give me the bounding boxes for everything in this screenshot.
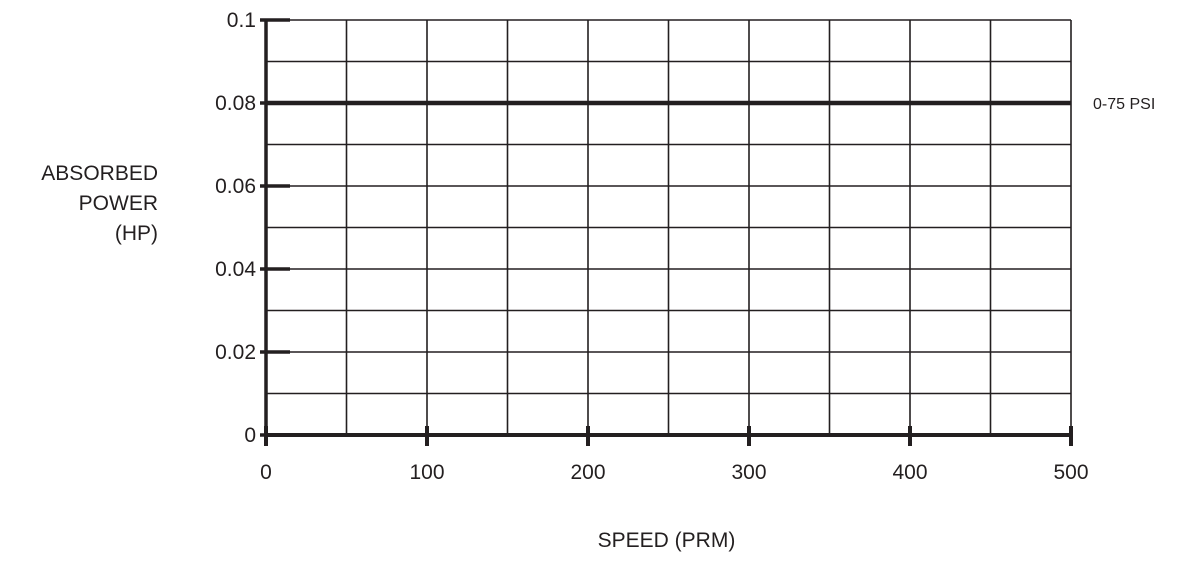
x-tick-label: 0 <box>260 461 272 484</box>
x-tick-label: 200 <box>570 461 605 484</box>
y-axis-title-line: (HP) <box>115 222 158 245</box>
grid <box>266 19 1072 435</box>
y-tick-label: 0.02 <box>215 341 256 364</box>
x-tick-label: 500 <box>1053 461 1088 484</box>
labels: 0 0.02 0.04 0.06 0.08 0.1 0 100 200 300 400 500 0-75… <box>41 9 1155 552</box>
y-axis-title-line: ABSORBED <box>41 162 158 185</box>
x-tick-label: 300 <box>731 461 766 484</box>
x-axis-title: SPEED (PRM) <box>598 529 736 552</box>
x-tick-label: 400 <box>892 461 927 484</box>
y-axis-title-line: POWER <box>79 192 158 215</box>
y-tick-label: 0.06 <box>215 175 256 198</box>
series-label: 0-75 PSI <box>1093 96 1155 113</box>
axes <box>260 18 1073 446</box>
x-tick-label: 100 <box>409 461 444 484</box>
y-axis-title: ABSORBED POWER (HP) <box>41 162 158 245</box>
y-tick-label: 0 <box>244 424 256 447</box>
y-tick-label: 0.08 <box>215 92 256 115</box>
y-tick-label: 0.04 <box>215 258 256 281</box>
y-tick-label: 0.1 <box>227 9 256 32</box>
